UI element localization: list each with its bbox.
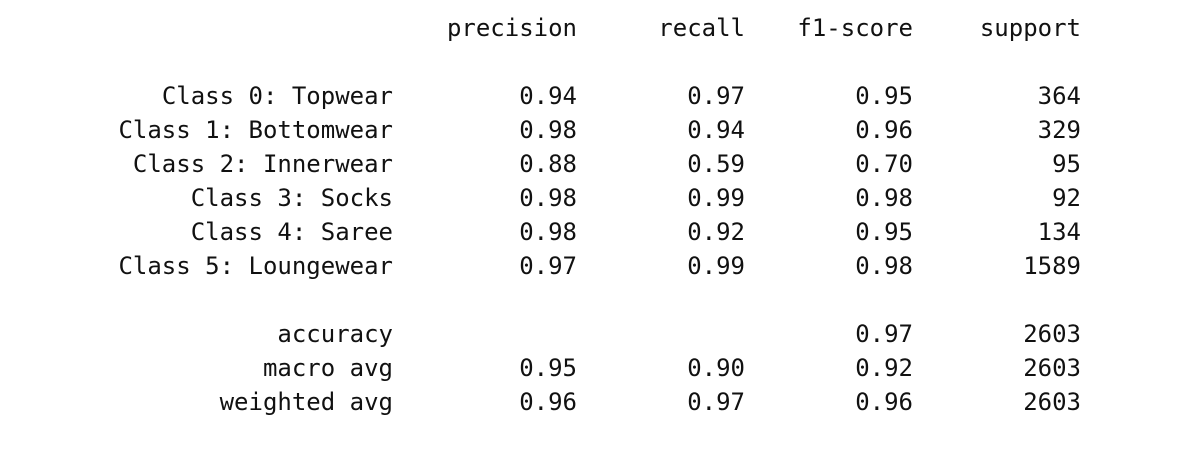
recall-value: 0.97 <box>687 82 745 110</box>
summary-row-weighted-avg: weighted avg 0.96 0.97 0.96 2603 <box>0 385 1182 419</box>
summary-row-macro-avg: macro avg 0.95 0.90 0.92 2603 <box>0 351 1182 385</box>
header-f1-score: f1-score <box>797 14 913 42</box>
recall-value: 0.99 <box>687 252 745 280</box>
header-support: support <box>979 14 1081 42</box>
summary-row-accuracy: accuracy 0.97 2603 <box>0 317 1182 351</box>
recall-value: 0.92 <box>687 218 745 246</box>
support-value: 92 <box>1052 184 1081 212</box>
support-value: 2603 <box>1023 388 1081 416</box>
f1-score-value: 0.92 <box>855 354 913 382</box>
precision-value: 0.94 <box>519 82 577 110</box>
row-label: weighted avg <box>219 388 393 416</box>
support-value: 364 <box>1037 82 1081 110</box>
support-value: 2603 <box>1023 320 1081 348</box>
recall-value: 0.97 <box>687 388 745 416</box>
table-row: Class 0: Topwear 0.94 0.97 0.95 364 <box>0 79 1182 113</box>
precision-value: 0.98 <box>519 184 577 212</box>
precision-value: 0.95 <box>519 354 577 382</box>
support-value: 1589 <box>1023 252 1081 280</box>
row-label: Class 5: Loungewear <box>118 252 393 280</box>
f1-score-value: 0.98 <box>855 184 913 212</box>
support-value: 134 <box>1037 218 1081 246</box>
precision-value: 0.96 <box>519 388 577 416</box>
precision-value: 0.98 <box>519 218 577 246</box>
row-label: Class 3: Socks <box>190 184 393 212</box>
row-label: Class 0: Topwear <box>161 82 393 110</box>
row-label: Class 2: Innerwear <box>132 150 393 178</box>
header-precision: precision <box>446 14 577 42</box>
row-label: Class 4: Saree <box>190 218 393 246</box>
f1-score-value: 0.70 <box>855 150 913 178</box>
f1-score-value: 0.98 <box>855 252 913 280</box>
table-row: Class 2: Innerwear 0.88 0.59 0.70 95 <box>0 147 1182 181</box>
support-value: 329 <box>1037 116 1081 144</box>
f1-score-value: 0.96 <box>855 116 913 144</box>
row-label: accuracy <box>277 320 393 348</box>
recall-value: 0.90 <box>687 354 745 382</box>
recall-value: 0.94 <box>687 116 745 144</box>
row-label: Class 1: Bottomwear <box>118 116 393 144</box>
precision-value: 0.98 <box>519 116 577 144</box>
table-row: Class 5: Loungewear 0.97 0.99 0.98 1589 <box>0 249 1182 283</box>
f1-score-value: 0.95 <box>855 82 913 110</box>
support-value: 95 <box>1052 150 1081 178</box>
recall-value: 0.99 <box>687 184 745 212</box>
support-value: 2603 <box>1023 354 1081 382</box>
table-row: Class 3: Socks 0.98 0.99 0.98 92 <box>0 181 1182 215</box>
table-row: Class 1: Bottomwear 0.98 0.94 0.96 329 <box>0 113 1182 147</box>
precision-value: 0.88 <box>519 150 577 178</box>
row-label: macro avg <box>262 354 393 382</box>
f1-score-value: 0.96 <box>855 388 913 416</box>
f1-score-value: 0.97 <box>855 320 913 348</box>
header-row: precision recall f1-score support <box>0 11 1182 45</box>
precision-value: 0.97 <box>519 252 577 280</box>
table-row: Class 4: Saree 0.98 0.92 0.95 134 <box>0 215 1182 249</box>
recall-value: 0.59 <box>687 150 745 178</box>
header-recall: recall <box>658 14 745 42</box>
f1-score-value: 0.95 <box>855 218 913 246</box>
